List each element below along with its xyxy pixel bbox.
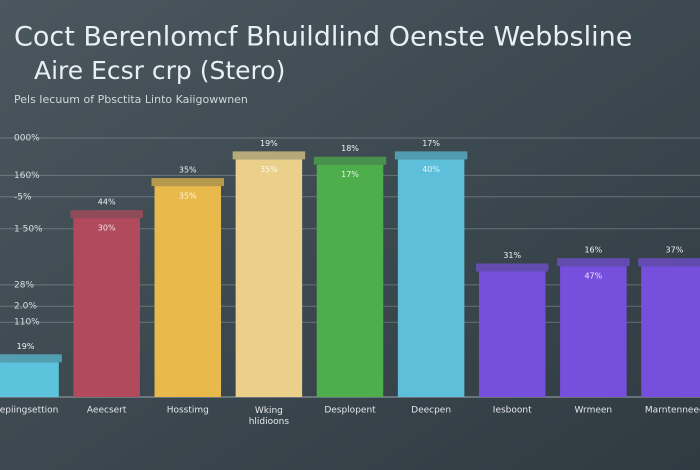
bar [235,159,303,397]
bar-top [638,258,700,267]
bar [154,186,222,397]
bar-top [232,151,306,160]
bar-annotation: 17% [422,139,440,148]
x-tick-label: Marntenneec [645,406,700,416]
bar-top [557,258,630,267]
bar-annotation: 37% [666,246,684,255]
bar-inner-annotation: 17% [341,170,359,179]
x-tick-label: Depiingsettion [0,406,58,416]
bar-annotation: 16% [584,246,602,255]
bar [641,266,700,397]
bar-annotation: 18% [341,144,359,153]
y-tick-label: 2.0% [14,302,37,312]
x-tick-label: Desplopent [324,406,376,416]
bar-top [70,210,143,219]
x-tick-label: Wking hlidioons [249,406,290,427]
bar [397,159,465,397]
bar-top [0,354,62,363]
y-tick-label: 110% [14,318,40,328]
bar-annotation: 44% [98,198,116,207]
bar [478,271,546,397]
bar-inner-annotation: 40% [422,165,440,174]
chart-title: Coct Berenlomcf Bhuildlind Oenste Webbsl… [14,22,632,53]
bar-top [313,156,387,165]
y-tick-label: 160% [14,171,40,181]
bar [316,164,384,397]
y-tick-label: 1 50% [14,224,43,234]
bar-top [475,263,549,272]
bar-top [394,151,468,160]
bar-inner-annotation: 47% [584,272,602,281]
x-tick-label: Aeecsert [87,406,127,416]
y-tick-label: -5% [14,192,32,202]
bar [0,362,59,397]
bar-annotation: 19% [17,342,35,351]
y-tick-label: 000% [14,134,40,144]
chart-subtitle: Aire Ecsr crp (Stero) [34,56,285,85]
bar-annotation: 19% [260,139,278,148]
bar-inner-annotation: 35% [179,192,197,201]
bar [73,218,140,397]
x-tick-label: Iesboont [493,406,532,416]
bar-annotation: 31% [503,251,521,260]
y-tick-label: 28% [14,280,34,290]
bar-top [151,178,225,187]
bar-inner-annotation: 35% [260,165,278,174]
x-tick-label: Deecpen [411,406,451,416]
bar-annotation: 35% [179,166,197,175]
x-tick-label: Wrmeen [575,406,613,416]
axis-label: Pels Iecuum of Pbsctita Linto Kaiigowwne… [14,93,248,106]
bar-inner-annotation: 30% [98,224,116,233]
bar [560,266,627,397]
x-tick-label: Hosstimg [167,406,209,416]
